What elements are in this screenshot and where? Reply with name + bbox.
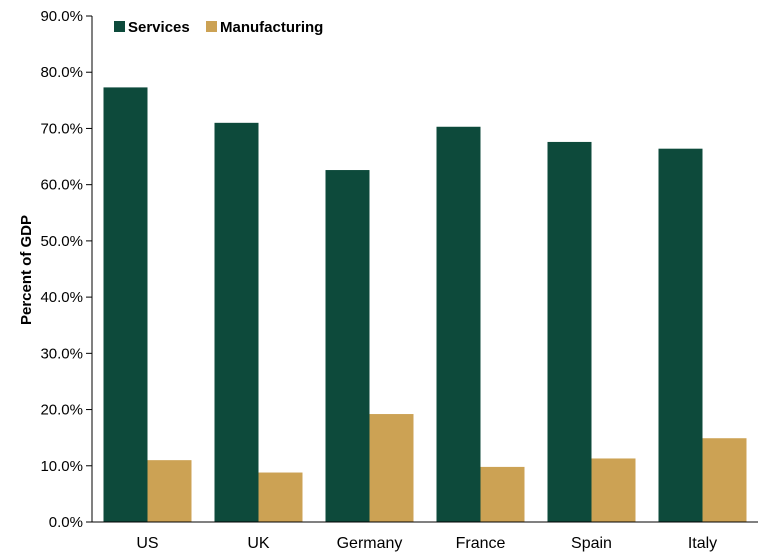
y-tick-label: 50.0% [40,233,83,250]
x-tick-label: US [136,535,158,552]
x-tick-label: Spain [571,535,612,552]
y-tick-label: 0.0% [49,514,83,531]
bar-manufacturing-us [147,460,192,522]
x-tick-label: Italy [688,535,717,552]
y-tick-label: 20.0% [40,402,83,419]
x-tick-label: France [456,535,506,552]
bar-services-germany [325,170,370,522]
bar-manufacturing-spain [591,458,636,522]
y-tick-label: 30.0% [40,345,83,362]
bar-services-uk [214,122,259,523]
bar-manufacturing-italy [702,438,747,522]
y-tick-label: 70.0% [40,120,83,137]
legend-swatch-manufacturing [206,21,217,32]
bar-services-france [436,126,481,522]
y-tick-label: 60.0% [40,177,83,194]
y-tick-label: 80.0% [40,64,83,81]
bar-services-spain [547,141,592,522]
legend-label-manufacturing: Manufacturing [220,19,323,36]
legend-label-services: Services [128,19,190,36]
x-tick-label: Germany [337,535,403,552]
x-axis-tick-labels: US UK Germany France Spain Italy [136,535,717,552]
legend: Services Manufacturing [114,19,323,36]
bar-manufacturing-france [480,466,525,522]
x-tick-label: UK [247,535,270,552]
y-axis-ticks: 0.0% 10.0% 20.0% 30.0% 40.0% 50.0% 60.0% 70.0% 8… [40,8,92,531]
legend-swatch-services [114,21,125,32]
y-tick-label: 10.0% [40,458,83,475]
bar-manufacturing-uk [258,472,303,522]
y-tick-label: 90.0% [40,8,83,25]
axes [91,16,758,523]
bar-services-italy [658,148,703,522]
bar-manufacturing-germany [369,414,414,522]
bar-marks [103,87,747,523]
y-tick-label: 40.0% [40,289,83,306]
y-axis-title: Percent of GDP [18,215,35,325]
bar-services-us [103,87,148,522]
